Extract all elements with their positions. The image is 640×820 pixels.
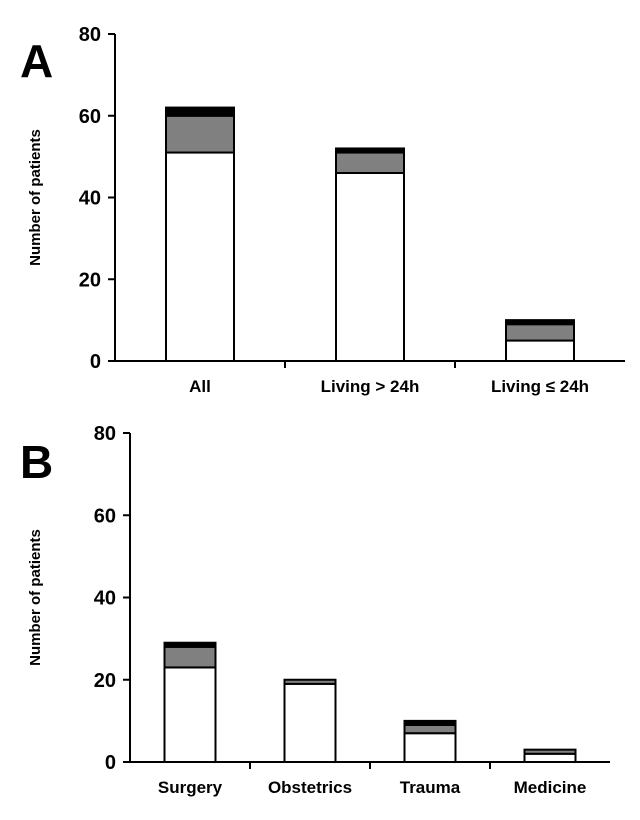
bar-segment-white xyxy=(403,732,457,764)
y-tick-label: 20 xyxy=(94,670,116,692)
bar-segment-white xyxy=(523,752,577,764)
bar-segment-gray xyxy=(523,748,577,755)
bar-segment-white xyxy=(283,682,337,763)
y-tick-label: 0 xyxy=(105,752,116,774)
y-tick-label: 80 xyxy=(79,24,101,46)
panel-label: B xyxy=(20,436,53,488)
panel-label: A xyxy=(20,35,53,87)
bar-segment-gray xyxy=(505,323,575,342)
bar-segment-gray xyxy=(335,151,405,174)
bar-segment-gray xyxy=(163,645,217,669)
bar-segment-black xyxy=(165,106,235,117)
x-tick-label: Obstetrics xyxy=(268,778,352,797)
bar-segment-white xyxy=(505,339,575,362)
y-tick-label: 0 xyxy=(90,351,101,373)
x-tick-label: All xyxy=(189,377,211,396)
x-tick-label: Surgery xyxy=(158,778,223,797)
bar-segment-black xyxy=(403,719,457,726)
bar-segment-black xyxy=(505,319,575,326)
y-tick-label: 80 xyxy=(94,423,116,445)
x-tick-label: Trauma xyxy=(400,778,461,797)
y-tick-label: 20 xyxy=(79,269,101,291)
x-tick-label: Living ≤ 24h xyxy=(491,377,589,396)
x-tick-label: Living > 24h xyxy=(321,377,420,396)
y-axis-label: Number of patients xyxy=(27,529,44,666)
y-axis-label: Number of patients xyxy=(27,129,44,266)
bar-segment-black xyxy=(335,147,405,154)
bar-segment-gray xyxy=(403,723,457,735)
y-tick-label: 60 xyxy=(94,505,116,527)
y-tick-label: 60 xyxy=(79,106,101,128)
bar-segment-white xyxy=(335,171,405,362)
x-tick-label: Medicine xyxy=(514,778,587,797)
bar-segment-white xyxy=(163,666,217,763)
bar-segment-gray xyxy=(283,678,337,685)
bar-segment-gray xyxy=(165,114,235,154)
y-tick-label: 40 xyxy=(79,188,101,210)
bar-segment-black xyxy=(163,641,217,648)
bar-segment-white xyxy=(165,151,235,362)
y-tick-label: 40 xyxy=(94,588,116,610)
